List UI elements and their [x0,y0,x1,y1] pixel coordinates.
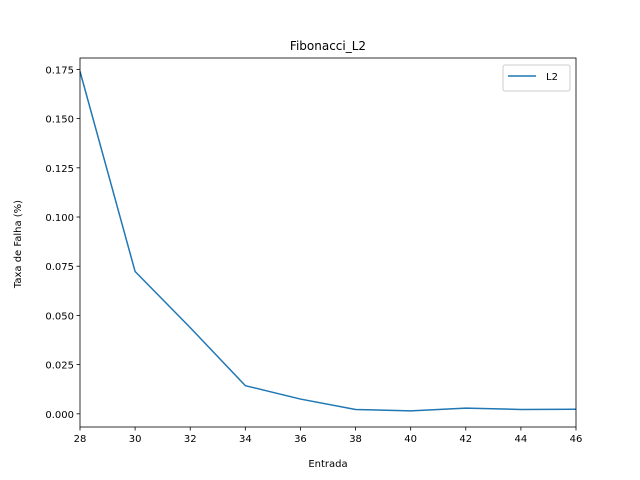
y-tick-label: 0.075 [45,262,74,273]
legend: L2 [502,64,571,92]
y-tick-label: 0.125 [45,164,74,175]
legend-box [502,64,571,92]
axes-frame [79,57,577,428]
y-tick-label: 0.050 [45,311,74,322]
y-tick-label: 0.150 [45,115,74,126]
x-tick-label: 44 [515,434,528,445]
legend-series-label: L2 [546,72,558,83]
x-axis-label: Entrada [308,459,347,470]
series-line-L2 [79,71,577,412]
y-tick-label: 0.175 [45,65,74,76]
y-tick-label: 0.000 [45,410,74,421]
x-tick-label: 36 [294,434,307,445]
x-tick-label: 40 [404,434,417,445]
y-tick-label: 0.025 [45,361,74,372]
y-axis-ticks: 0.000 0.025 0.050 0.075 0.100 0.125 0.150 0.175 [45,65,80,421]
x-tick-label: 30 [129,434,142,445]
y-tick-label: 0.100 [45,213,74,224]
x-tick-label: 28 [74,434,87,445]
plot-area [79,71,577,412]
y-axis-label: Taxa de Falha (%) [13,200,24,289]
x-tick-label: 38 [349,434,362,445]
x-axis-ticks: 28 30 32 34 36 38 40 42 44 46 [74,427,583,445]
x-tick-label: 42 [459,434,472,445]
x-tick-label: 34 [239,434,252,445]
x-tick-label: 46 [570,434,583,445]
chart-title: Fibonacci_L2 [290,39,366,53]
x-tick-label: 32 [184,434,197,445]
